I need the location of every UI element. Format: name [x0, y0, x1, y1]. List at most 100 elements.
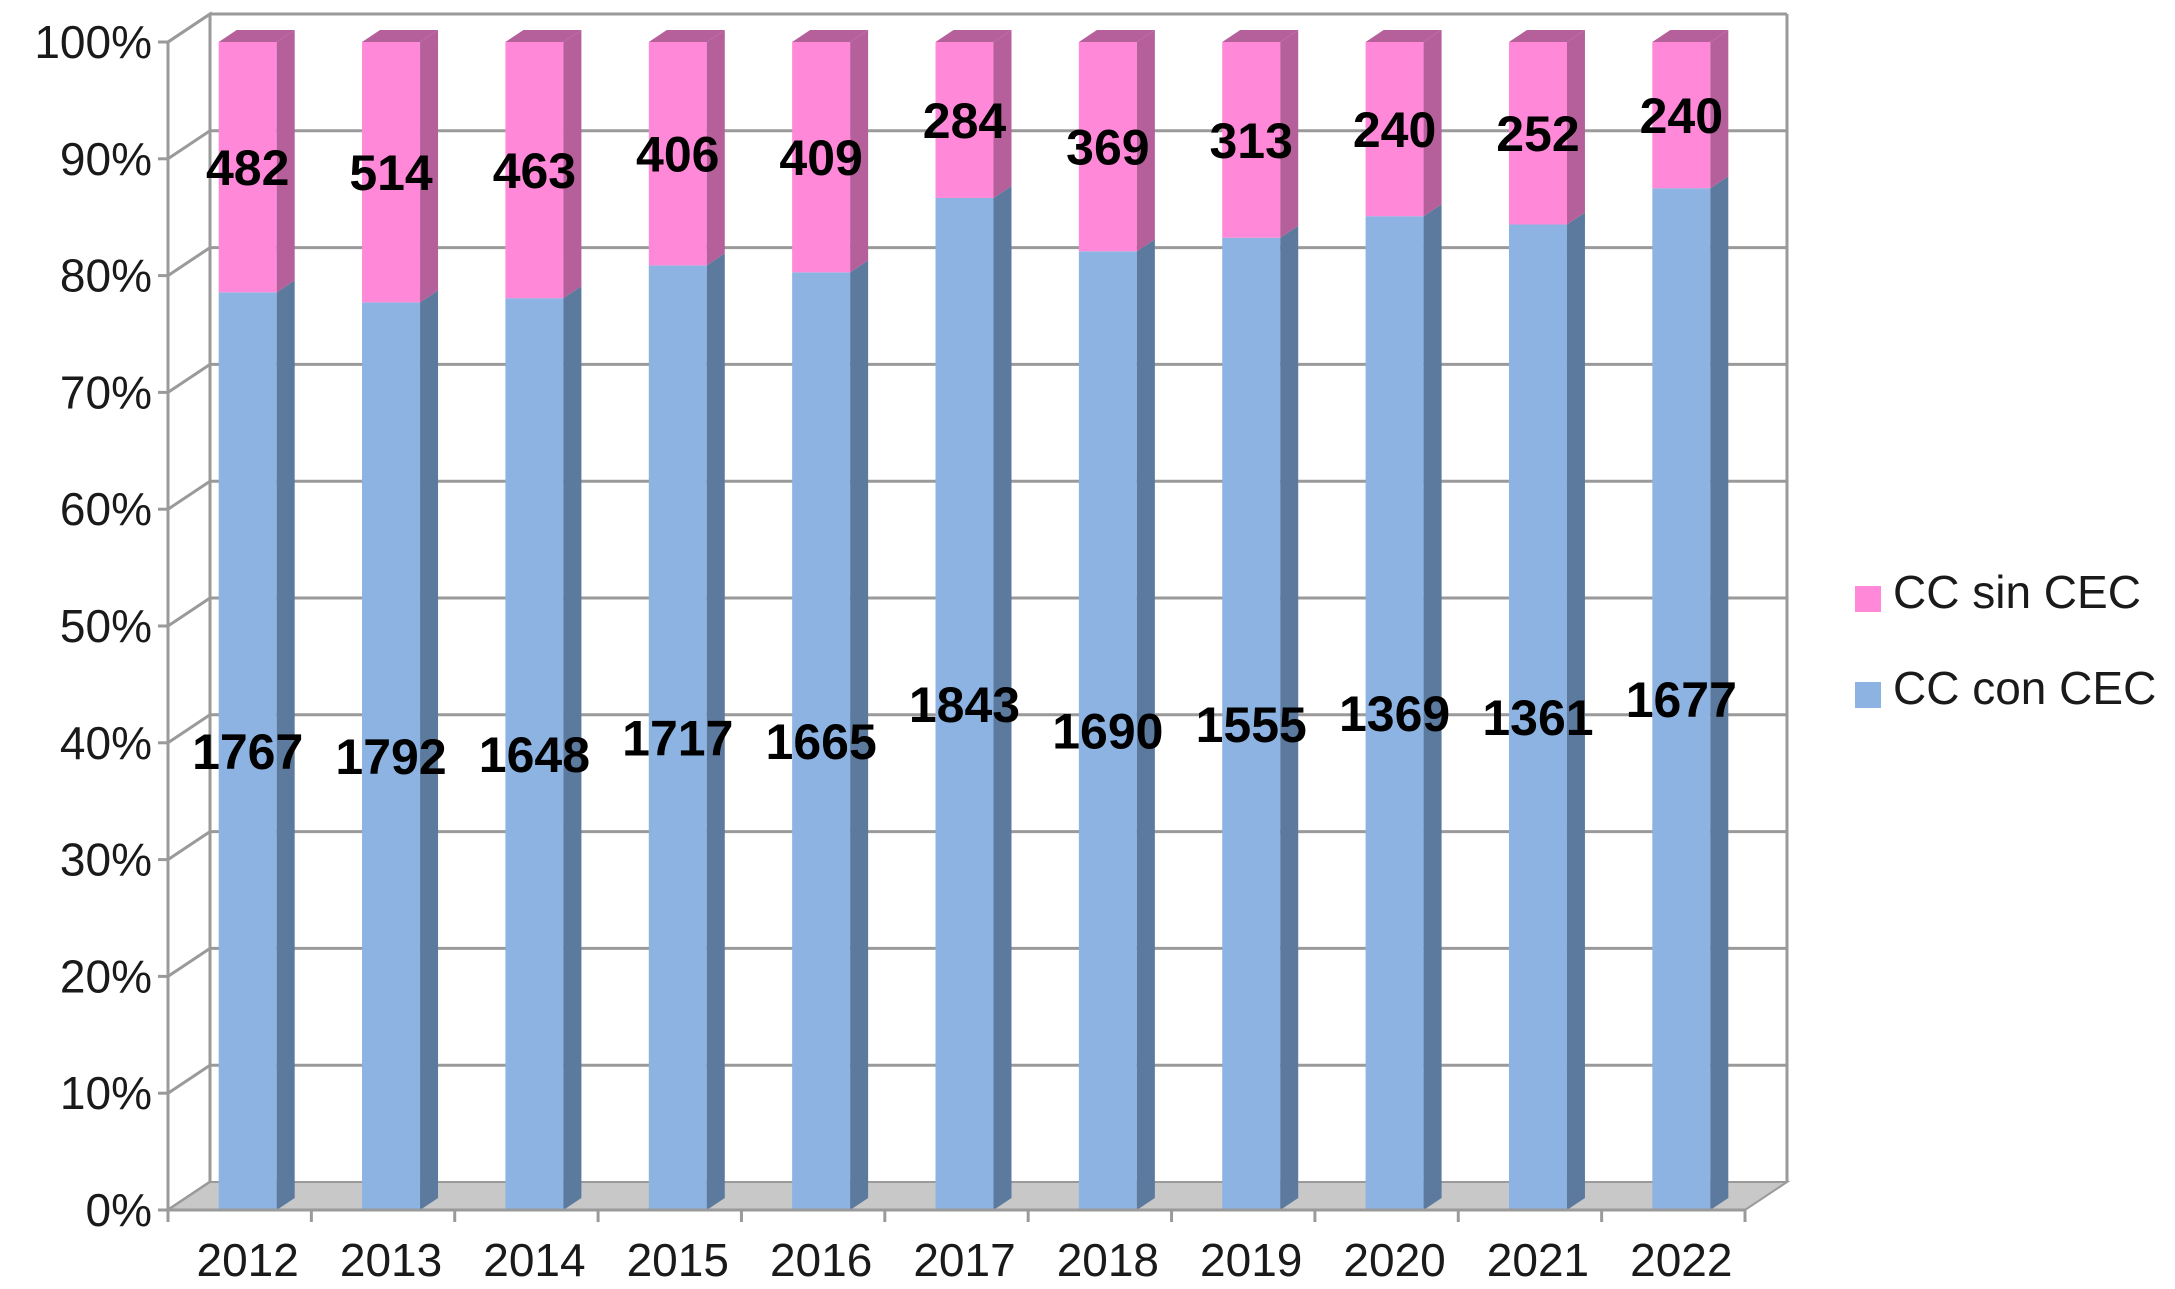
bar-segment-cc-con-cec — [362, 302, 421, 1210]
bar-segment-cc-sin-cec — [792, 42, 851, 273]
bar-side-cc-con-cec — [993, 185, 1012, 1210]
bar-top-cc-sin-cec — [935, 30, 1012, 42]
bar-segment-cc-con-cec — [792, 272, 851, 1211]
bar-side-cc-sin-cec — [563, 30, 582, 299]
bar-side-cc-sin-cec — [1136, 30, 1155, 252]
y-tick-label: 30% — [60, 834, 152, 886]
data-label-cc-sin-cec: 313 — [1210, 113, 1293, 169]
bar-side-cc-con-cec — [850, 260, 869, 1211]
bar-top-cc-sin-cec — [648, 30, 725, 42]
data-label-cc-sin-cec: 252 — [1496, 106, 1579, 162]
bar-top-cc-sin-cec — [1365, 30, 1442, 42]
data-label-cc-sin-cec: 463 — [493, 143, 576, 199]
bar-segment-cc-con-cec — [1652, 188, 1711, 1210]
y-tick-label: 90% — [60, 133, 152, 185]
data-label-cc-sin-cec: 409 — [779, 130, 862, 186]
y-tick-label: 40% — [60, 717, 152, 769]
data-label-cc-sin-cec: 514 — [349, 145, 433, 201]
data-label-cc-con-cec: 1717 — [622, 711, 733, 767]
bar-segment-cc-con-cec — [1365, 216, 1424, 1210]
bar-side-cc-con-cec — [420, 290, 439, 1210]
x-tick-label: 2016 — [770, 1234, 872, 1286]
data-label-cc-sin-cec: 482 — [206, 140, 289, 196]
bar-segment-cc-sin-cec — [505, 42, 564, 299]
x-tick-label: 2021 — [1487, 1234, 1589, 1286]
data-label-cc-con-cec: 1665 — [766, 714, 877, 770]
y-tick-label: 10% — [60, 1067, 152, 1119]
data-label-cc-sin-cec: 240 — [1353, 102, 1436, 158]
bar-segment-cc-sin-cec — [1508, 42, 1567, 225]
data-label-cc-con-cec: 1555 — [1196, 697, 1307, 753]
bar-side-cc-con-cec — [1423, 204, 1442, 1210]
data-label-cc-con-cec: 1677 — [1626, 672, 1737, 728]
bar-top-cc-sin-cec — [505, 30, 582, 42]
bar-segment-cc-con-cec — [935, 197, 994, 1210]
y-tick-label: 50% — [60, 600, 152, 652]
legend-label: CC sin CEC — [1893, 566, 2141, 618]
x-tick-label: 2018 — [1057, 1234, 1159, 1286]
data-label-cc-con-cec: 1843 — [909, 677, 1020, 733]
data-label-cc-con-cec: 1792 — [335, 729, 446, 785]
x-tick-label: 2013 — [340, 1234, 442, 1286]
bar-segment-cc-con-cec — [1078, 251, 1137, 1210]
x-tick-label: 2017 — [913, 1234, 1015, 1286]
bar-side-cc-sin-cec — [1423, 30, 1442, 217]
bar-segment-cc-con-cec — [648, 265, 707, 1210]
bar-segment-cc-sin-cec — [1365, 42, 1424, 217]
data-label-cc-sin-cec: 369 — [1066, 120, 1149, 176]
gridline — [167, 12, 1787, 44]
bar-segment-cc-sin-cec — [362, 42, 421, 303]
bar-top-cc-sin-cec — [792, 30, 869, 42]
bar-side-cc-sin-cec — [1710, 30, 1729, 189]
bar-side-cc-sin-cec — [850, 30, 869, 273]
bar-segment-cc-sin-cec — [1652, 42, 1711, 189]
data-labels: 482 1767 514 1792 463 1648 406 1717 409 1665 284 18… — [192, 88, 1737, 785]
bar-segment-cc-sin-cec — [648, 42, 707, 266]
legend: CC sin CEC CC con CEC — [1855, 566, 2156, 714]
legend-label: CC con CEC — [1893, 662, 2156, 714]
data-label-cc-sin-cec: 284 — [923, 93, 1007, 149]
bars — [218, 30, 1729, 1211]
legend-swatch — [1855, 586, 1881, 612]
x-tick-label: 2014 — [483, 1234, 585, 1286]
data-label-cc-con-cec: 1690 — [1052, 704, 1163, 760]
bar-segment-cc-sin-cec — [1222, 42, 1281, 238]
bar-side-cc-con-cec — [706, 253, 725, 1210]
bar-side-cc-sin-cec — [420, 30, 439, 303]
bar-side-cc-con-cec — [1280, 225, 1299, 1210]
bar-top-cc-sin-cec — [362, 30, 439, 42]
bar-segment-cc-sin-cec — [935, 42, 994, 198]
x-tick-label: 2012 — [197, 1234, 299, 1286]
bar-side-cc-sin-cec — [276, 30, 295, 293]
x-tick-label: 2019 — [1200, 1234, 1302, 1286]
axes: 0% 10% 20% 30% 40% 50% 60% 70% 80% 90% 100% 2012 201… — [34, 16, 1747, 1286]
y-tick-label: 0% — [86, 1184, 152, 1236]
bar-top-cc-sin-cec — [1222, 30, 1299, 42]
y-tick-label: 80% — [60, 250, 152, 302]
bar-segment-cc-con-cec — [1222, 237, 1281, 1210]
x-tick-label: 2022 — [1630, 1234, 1732, 1286]
bar-side-cc-con-cec — [1136, 239, 1155, 1210]
bar-side-cc-con-cec — [276, 280, 295, 1210]
x-tick-label: 2020 — [1343, 1234, 1445, 1286]
data-label-cc-sin-cec: 240 — [1640, 88, 1723, 144]
bar-segment-cc-sin-cec — [218, 42, 277, 293]
bar-top-cc-sin-cec — [1078, 30, 1155, 42]
bar-side-cc-con-cec — [1566, 212, 1585, 1211]
bar-top-cc-sin-cec — [218, 30, 295, 42]
bar-side-cc-sin-cec — [1280, 30, 1299, 238]
y-tick-label: 20% — [60, 950, 152, 1002]
legend-swatch — [1855, 682, 1881, 708]
bar-segment-cc-con-cec — [1508, 224, 1567, 1211]
data-label-cc-sin-cec: 406 — [636, 127, 719, 183]
bar-side-cc-con-cec — [1710, 176, 1729, 1210]
y-tick-label: 70% — [60, 366, 152, 418]
bar-segment-cc-sin-cec — [1078, 42, 1137, 252]
y-tick-label: 60% — [60, 483, 152, 535]
bar-segment-cc-con-cec — [505, 298, 564, 1210]
y-tick-label: 100% — [34, 16, 152, 68]
bar-top-cc-sin-cec — [1508, 30, 1585, 42]
bar-side-cc-sin-cec — [706, 30, 725, 266]
